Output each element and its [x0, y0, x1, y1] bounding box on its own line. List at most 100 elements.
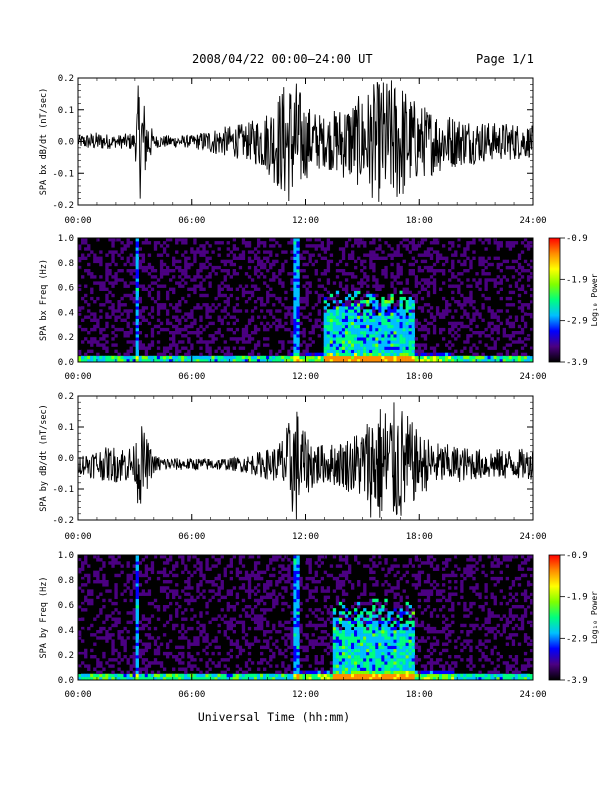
spectrogram-cell	[344, 648, 349, 653]
spectrogram-cell	[308, 352, 312, 357]
spectrogram-cell	[181, 561, 185, 565]
spectrogram-cell	[338, 343, 343, 347]
spectrogram-cell	[366, 651, 370, 656]
spectrogram-cell	[314, 598, 318, 603]
spectrogram-cell	[396, 623, 400, 628]
spectrogram-cell	[244, 664, 249, 668]
spectrogram-cell	[220, 241, 224, 245]
spectrogram-cell	[120, 658, 124, 662]
spectrogram-cell	[311, 358, 315, 363]
spectrogram-cell	[320, 284, 324, 288]
spectrogram-cell	[181, 269, 185, 273]
spectrogram-cell	[332, 349, 337, 353]
spectrogram-cell	[502, 334, 506, 338]
spectrogram-cell	[357, 595, 361, 600]
spectrogram-cell	[135, 592, 139, 596]
spectrogram-cell	[293, 244, 297, 248]
spectrogram-cell	[208, 272, 212, 276]
spectrogram-cell	[338, 633, 343, 637]
spectrogram-cell	[351, 636, 355, 640]
spectrogram-cell	[354, 346, 358, 350]
spectrogram-cell	[165, 580, 170, 584]
spectrogram-cell	[87, 355, 91, 360]
spectrogram-cell	[290, 272, 294, 276]
spectrogram-cell	[326, 595, 331, 600]
spectrogram-cell	[81, 651, 85, 656]
spectrogram-cell	[302, 306, 306, 310]
spectrogram-cell	[247, 340, 252, 344]
spectrogram-cell	[181, 315, 185, 319]
spectrogram-cell	[363, 608, 367, 612]
spectrogram-cell	[514, 318, 519, 322]
spectrogram-cell	[354, 324, 358, 329]
spectrogram-cell	[250, 278, 255, 282]
spectrogram-cell	[287, 349, 291, 353]
spectrogram-cell	[448, 269, 452, 273]
spectrogram-cell	[384, 303, 388, 307]
spectrogram-cell	[190, 250, 194, 254]
spectrogram-cell	[108, 269, 112, 273]
spectrogram-cell	[132, 570, 136, 575]
spectrogram-cell	[326, 331, 331, 335]
spectrogram-cell	[363, 349, 367, 353]
spectrogram-cell	[326, 349, 331, 353]
spectrogram-cell	[351, 605, 355, 609]
spectrogram-cell	[414, 247, 419, 251]
spectrogram-cell	[423, 337, 428, 341]
spectrogram-cell	[526, 278, 531, 282]
spectrogram-cell	[399, 318, 403, 322]
spectrogram-cell	[369, 651, 373, 656]
spectrogram-cell	[266, 259, 270, 264]
spectrogram-cell	[156, 324, 161, 329]
spectrogram-cell	[305, 343, 309, 347]
spectrogram-cell	[384, 592, 388, 596]
spectrogram-cell	[523, 355, 528, 360]
spectrogram-cell	[241, 331, 246, 335]
spectrogram-cell	[190, 658, 194, 662]
spectrogram-cell	[357, 303, 361, 307]
spectrogram-cell	[266, 645, 270, 650]
spectrogram-cell	[105, 278, 109, 282]
spectrogram-cell	[205, 567, 209, 571]
spectrogram-cell	[99, 337, 103, 341]
spectrogram-cell	[232, 253, 237, 257]
spectrogram-cell	[357, 358, 361, 363]
spectrogram-cell	[375, 293, 379, 298]
spectrogram-cell	[442, 312, 446, 316]
spectrogram-cell	[135, 658, 139, 662]
spectrogram-cell	[129, 598, 133, 603]
spectrogram-cell	[387, 355, 391, 360]
spectrogram-cell	[172, 306, 176, 310]
spectrogram-cell	[341, 334, 346, 338]
spectrogram-cell	[156, 355, 161, 360]
spectrogram-cell	[344, 355, 349, 360]
spectrogram-cell	[357, 642, 361, 646]
spectrogram-cell	[399, 655, 403, 659]
spectrogram-cell	[378, 651, 382, 656]
spectrogram-cell	[354, 334, 358, 338]
spectrogram-cell	[178, 321, 182, 326]
spectrogram-cell	[208, 620, 212, 625]
spectrogram-cell	[253, 287, 258, 291]
spectrogram-cell	[429, 253, 434, 257]
spectrogram-cell	[232, 244, 237, 248]
spectrogram-cell	[102, 655, 106, 659]
spectrogram-cell	[256, 661, 261, 665]
spectrogram-cell	[232, 346, 237, 350]
spectrogram-cell	[320, 639, 324, 643]
spectrogram-cell	[193, 598, 197, 603]
spectrogram-cell	[293, 567, 297, 571]
spectrogram-cell	[96, 358, 100, 363]
spectrogram-cell	[411, 321, 415, 326]
spectrogram-cell	[499, 358, 503, 363]
spectrogram-cell	[317, 300, 321, 304]
spectrogram-cell	[384, 337, 388, 341]
spectrogram-cell	[260, 608, 264, 612]
spectrogram-cell	[296, 642, 300, 646]
spectrogram-cell	[329, 564, 334, 568]
spectrogram-cell	[323, 352, 328, 357]
spectrogram-cell	[117, 358, 121, 363]
spectrogram-cell	[393, 617, 397, 621]
spectrogram-cell	[454, 309, 458, 313]
spectrogram-cell	[196, 626, 200, 631]
